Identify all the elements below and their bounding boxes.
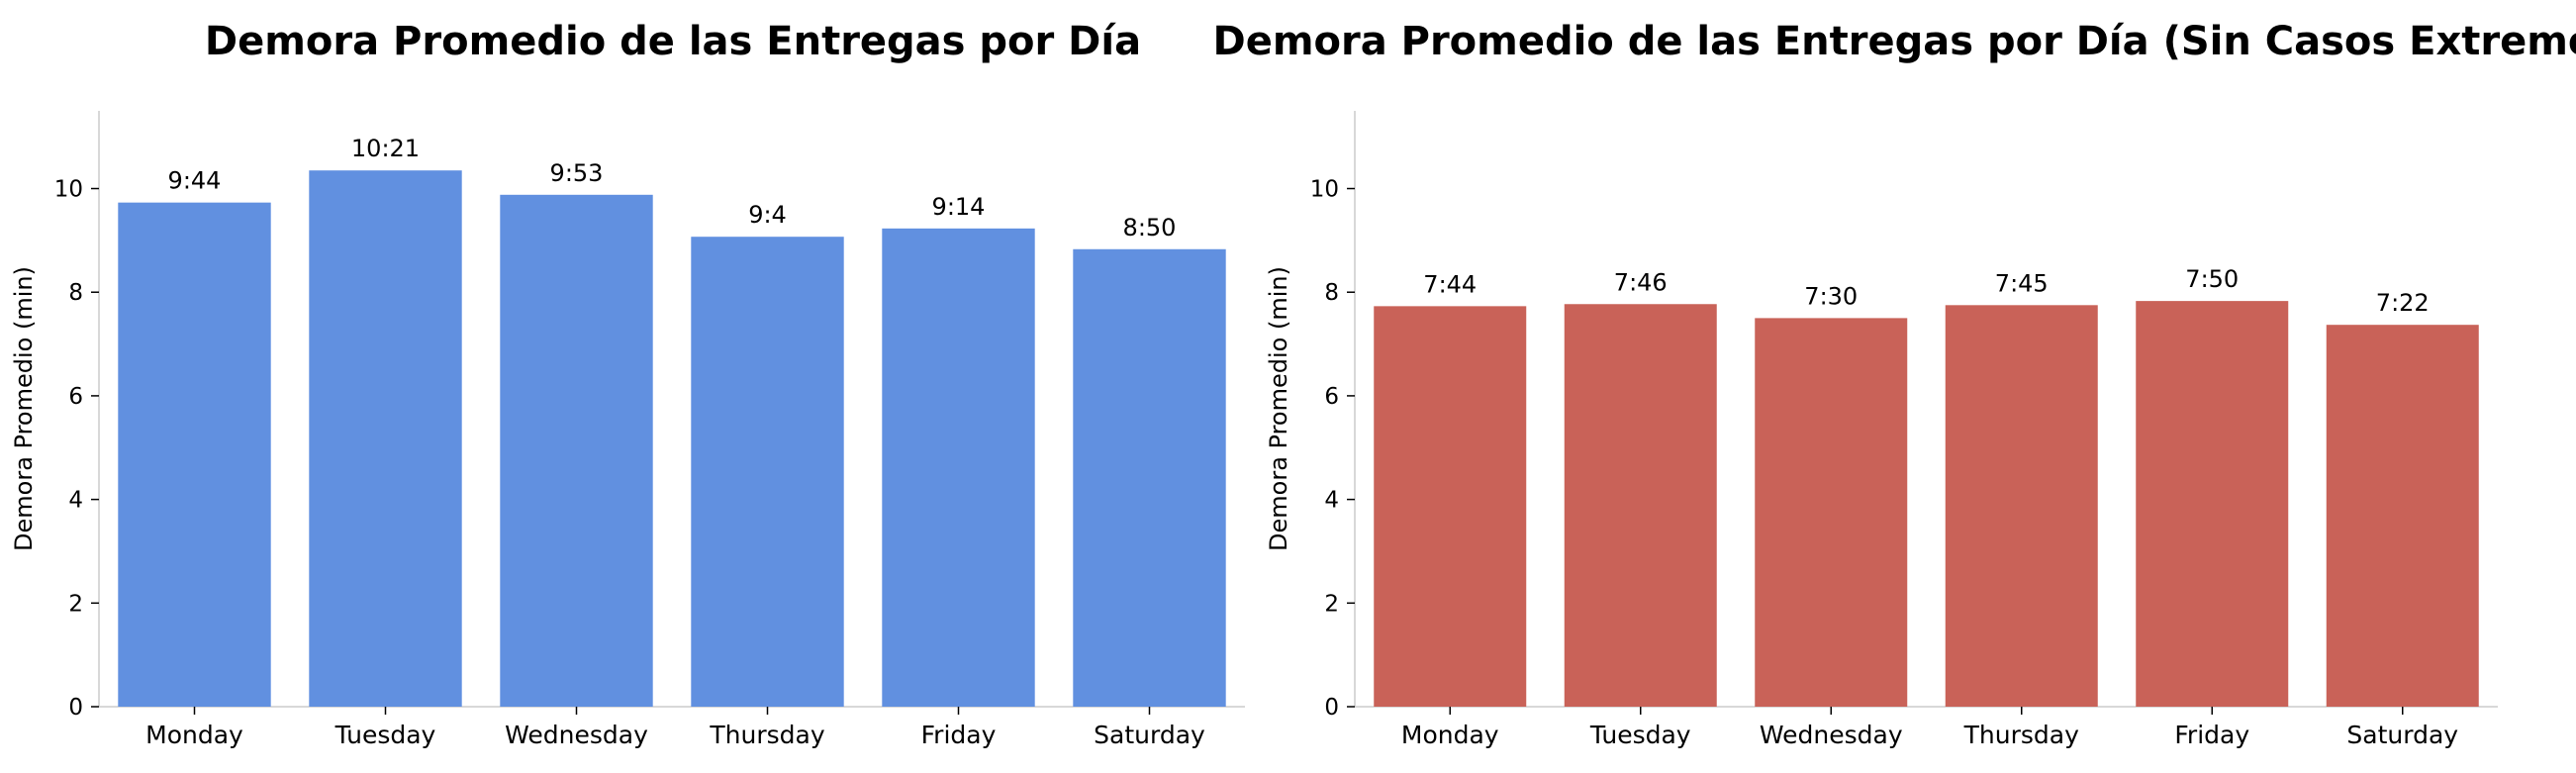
- y-tick-label: 8: [1324, 280, 1339, 306]
- data-label: 9:44: [168, 167, 222, 195]
- y-tick-label: 10: [1310, 177, 1339, 203]
- data-label: 7:45: [1995, 269, 2049, 297]
- y-tick-label: 8: [68, 280, 83, 306]
- y-tick-label: 0: [68, 695, 83, 721]
- bar-thursday: [1945, 305, 2098, 707]
- y-tick-label: 2: [68, 591, 83, 617]
- y-tick-label: 0: [1324, 695, 1339, 721]
- bar-friday: [882, 228, 1035, 707]
- x-tick-label: Saturday: [2346, 721, 2458, 749]
- data-label: 8:50: [1123, 214, 1177, 242]
- chart-panel-1: Demora Promedio de las Entregas por Día D…: [10, 19, 1245, 749]
- x-tick-label: Friday: [2174, 721, 2249, 749]
- bar-friday: [2136, 301, 2289, 707]
- x-tick-label: Wednesday: [1760, 721, 1903, 749]
- bar-tuesday: [309, 170, 462, 707]
- bar-monday: [1374, 306, 1527, 707]
- data-label: 9:4: [748, 201, 787, 229]
- data-label: 7:44: [1423, 270, 1477, 298]
- y-tick-label: 2: [1324, 591, 1339, 617]
- y-tick-label: 6: [68, 384, 83, 410]
- x-tick-label: Monday: [145, 721, 243, 749]
- x-tick-label: Monday: [1401, 721, 1499, 749]
- data-label: 7:50: [2185, 265, 2239, 293]
- x-tick-label: Tuesday: [1589, 721, 1691, 749]
- y-tick-label: 10: [54, 177, 83, 203]
- y-axis-label: Demora Promedio (min): [1265, 266, 1292, 551]
- y-tick-label: 4: [68, 488, 83, 514]
- chart-title: Demora Promedio de las Entregas por Día: [205, 19, 1141, 64]
- x-tick-label: Wednesday: [505, 721, 648, 749]
- x-tick-label: Thursday: [1963, 721, 2079, 749]
- bar-saturday: [1073, 248, 1226, 708]
- bar-thursday: [691, 237, 844, 708]
- x-tick-label: Thursday: [709, 721, 824, 749]
- y-axis-label: Demora Promedio (min): [10, 266, 38, 551]
- data-label: 10:21: [351, 135, 420, 162]
- bar-saturday: [2326, 325, 2479, 707]
- x-tick-label: Saturday: [1094, 721, 1205, 749]
- chart-panel-2: Demora Promedio de las Entregas por Día …: [1212, 19, 2576, 749]
- bar-tuesday: [1564, 304, 1717, 707]
- chart-title: Demora Promedio de las Entregas por Día …: [1212, 19, 2576, 64]
- bar-wednesday: [500, 194, 653, 708]
- data-label: 9:53: [550, 159, 604, 187]
- bar-wednesday: [1755, 318, 1908, 707]
- bar-monday: [118, 202, 271, 708]
- x-tick-label: Friday: [921, 721, 997, 749]
- y-tick-label: 6: [1324, 384, 1339, 410]
- y-tick-label: 4: [1324, 488, 1339, 514]
- x-tick-label: Tuesday: [334, 721, 436, 749]
- data-label: 7:46: [1614, 268, 1668, 296]
- data-label: 9:14: [932, 193, 986, 221]
- data-label: 7:30: [1804, 282, 1858, 310]
- data-label: 7:22: [2376, 289, 2430, 317]
